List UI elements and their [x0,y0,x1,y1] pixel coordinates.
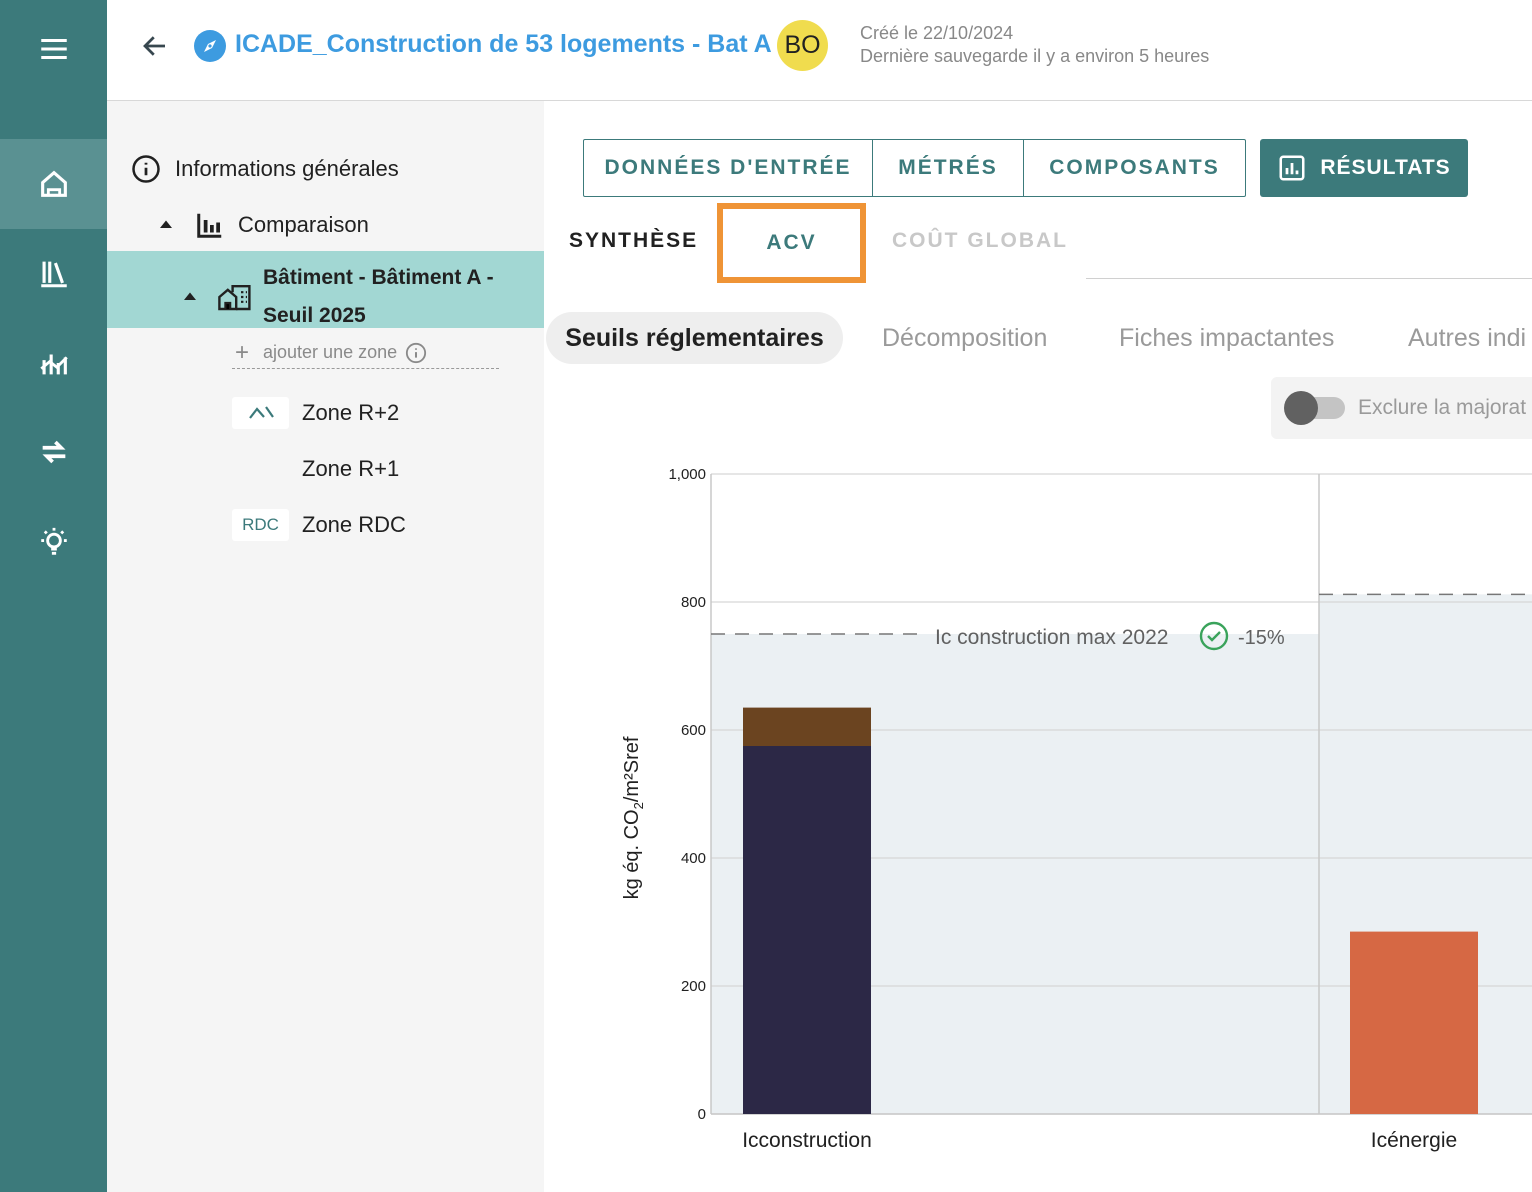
bar-segment [743,746,871,1114]
threshold-delta: -15% [1238,627,1285,649]
seuils-chart: 0 200 400 600 800 1,000 Ic construction max 20… [621,466,1532,1152]
arrow-left-icon [143,36,165,56]
zone-label: Zone R+2 [302,400,400,425]
threshold-label: Ic construction max 2022 [935,626,1168,649]
library-icon [40,261,67,288]
results-label: RÉSULTATS [1320,156,1451,179]
plus-icon: + [235,338,250,366]
pill-seuils-reglementaires[interactable]: Seuils réglementaires [546,312,843,364]
roof-icon [248,406,274,419]
report-chart-icon [1279,155,1305,181]
toggle-label: Exclure la majorat [1358,396,1527,419]
tree-item-zone-r1[interactable]: Zone R+1 [232,453,399,485]
swap-icon [41,440,66,464]
y-axis-label: kg éq. CO2/m²Sref [621,736,646,899]
avatar[interactable]: BO [777,20,828,71]
home-button[interactable] [0,139,107,229]
tab-cout-global[interactable]: COÛT GLOBAL [892,229,1068,252]
add-zone-button[interactable]: + ajouter une zone [232,337,499,369]
project-meta: Créé le 22/10/2024 Dernière sauvegarde i… [860,22,1209,68]
tree-item-building-selected[interactable] [107,251,544,328]
analytics-button[interactable] [0,318,107,408]
zone-tag [232,453,289,485]
lightbulb-icon [40,527,67,555]
pill-fiches-impactantes[interactable]: Fiches impactantes [1119,323,1335,352]
bar-chart-icon [197,213,222,238]
back-button[interactable] [137,28,173,64]
pill-decomposition[interactable]: Décomposition [882,323,1048,352]
caret-up-icon[interactable] [157,216,175,234]
last-saved: Dernière sauvegarde il y a environ 5 heu… [860,46,1210,66]
y-tick-label: 600 [681,722,706,739]
info-icon[interactable] [405,342,427,364]
tab-quantities[interactable]: MÉTRÉS [873,140,1024,196]
building-icon [218,285,251,311]
tree-item-zone-r2[interactable]: Zone R+2 [232,397,399,429]
library-button[interactable] [0,228,107,318]
bar-segment [1350,931,1478,1114]
tree-item-general-info[interactable]: Informations générales [131,154,399,184]
bar-segment [743,707,871,746]
zone-label: Zone RDC [302,512,406,537]
zone-tag-roof [232,397,289,429]
tree-item-building[interactable]: Bâtiment - Bâtiment A - Seuil 2025 [181,259,494,335]
results-button[interactable]: RÉSULTATS [1260,139,1468,197]
tab-input-data[interactable]: DONNÉES D'ENTRÉE [584,140,873,196]
home-icon [40,170,67,197]
y-tick-label: 800 [681,594,706,611]
subtabs-divider [1086,278,1532,279]
building-label-line2: Seuil 2025 [263,304,366,327]
tab-components[interactable]: COMPOSANTS [1049,156,1220,179]
toggle-knob[interactable] [1284,391,1318,425]
tab-acv[interactable]: ACV [717,203,866,283]
menu-icon [40,38,67,60]
created-date: Créé le 22/10/2024 [860,23,1014,43]
project-tree: Informations générales Comparaison Bâtim… [107,101,544,1192]
general-info-label: Informations générales [175,156,399,181]
swap-button[interactable] [0,407,107,497]
check-mark [1207,631,1221,642]
add-zone-label: ajouter une zone [263,342,398,362]
analytics-icon [39,354,68,375]
zone-tag: RDC [232,509,289,541]
y-tick-label: 0 [698,1106,706,1123]
navigation-rail [0,0,107,1192]
y-tick-label: 400 [681,850,706,867]
menu-button[interactable] [0,4,107,94]
y-tick-label: 200 [681,978,706,995]
x-category-label: Icconstruction [742,1129,872,1152]
check-circle-icon [1199,621,1229,651]
project-title[interactable]: ICADE_Construction de 53 logements - Bat… [235,30,772,58]
x-category-label: Icénergie [1371,1129,1457,1152]
comparison-label: Comparaison [238,212,369,237]
compass-icon [194,30,226,62]
tree-item-comparison[interactable]: Comparaison [157,210,369,240]
main-tabs: DONNÉES D'ENTRÉE MÉTRÉS COMPOSANTS [583,139,1246,197]
caret-up-icon[interactable] [181,288,199,306]
tree-item-zone-rdc[interactable]: RDC Zone RDC [232,509,406,541]
building-label-line1: Bâtiment - Bâtiment A - [263,266,494,289]
y-tick-label: 1,000 [668,466,706,483]
exclude-majoration-toggle[interactable]: Exclure la majorat [1271,377,1532,439]
top-bar: ICADE_Construction de 53 logements - Bat… [107,0,1532,101]
tab-synthese[interactable]: SYNTHÈSE [569,229,699,252]
pill-autres-indicateurs[interactable]: Autres indi [1408,323,1527,352]
info-icon [132,155,160,183]
zone-label: Zone R+1 [302,456,400,481]
ideas-button[interactable] [0,497,107,587]
